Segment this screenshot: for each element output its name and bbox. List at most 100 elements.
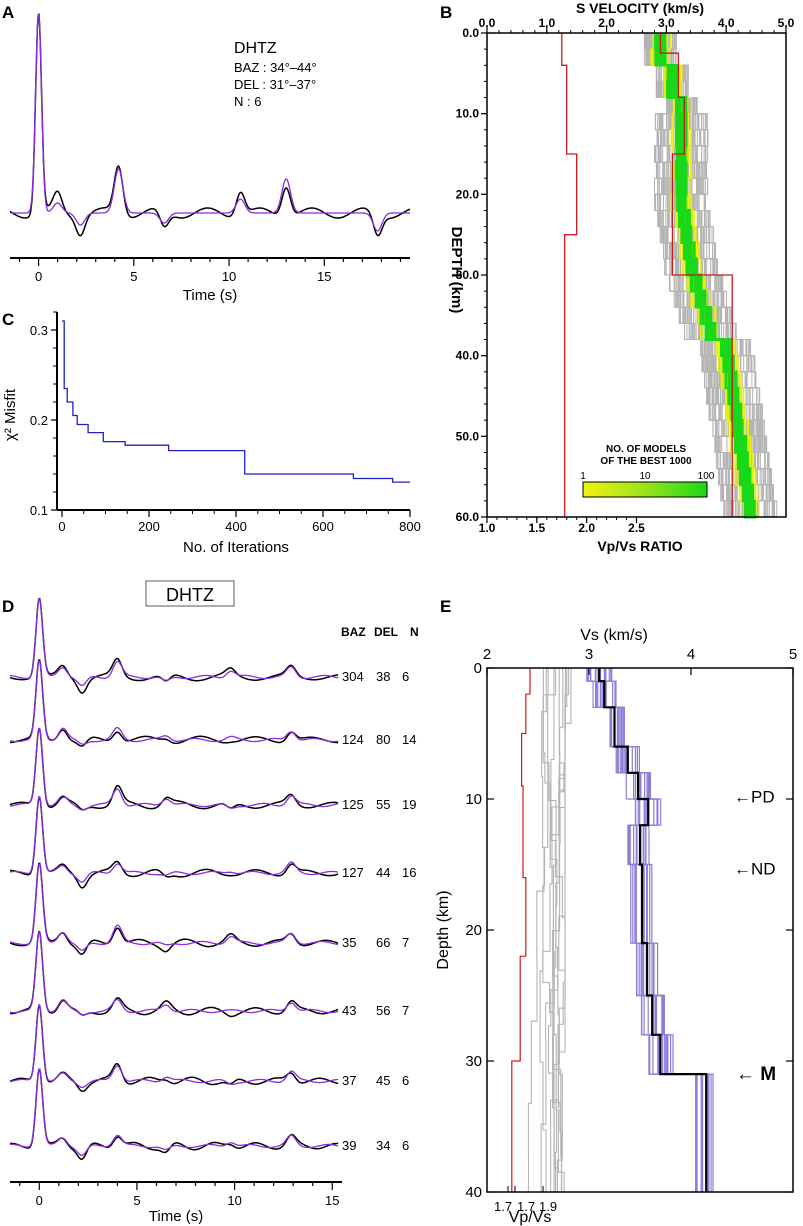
panel-e-top-title: Vs (km/s) — [580, 627, 648, 644]
panel-d-baz-value: 39 — [342, 1138, 356, 1153]
panel-b-bottom-tick-label: 1.5 — [528, 521, 545, 535]
panel-d-predicted-trace — [9, 1004, 339, 1089]
panel-c-x-tick-label: 600 — [312, 519, 334, 534]
panel-a-x-tick-label: 0 — [35, 269, 42, 284]
panel-b-top-tick-label: 1.0 — [538, 16, 555, 30]
panel-c-y-label: χ² Misfit — [2, 388, 19, 441]
panel-e-annotation: ←ND — [734, 859, 776, 878]
panel-b-y-tick-label: 30.0 — [456, 268, 480, 282]
panel-e-y-label: Depth (km) — [435, 890, 452, 969]
panel-d-baz-value: 35 — [342, 935, 356, 950]
panel-d-del-value: 38 — [376, 669, 390, 684]
panel-d-n-value: 6 — [402, 669, 409, 684]
panel-b-bottom-title: Vp/Vs RATIO — [597, 538, 682, 554]
panel-d-baz-value: 43 — [342, 1003, 356, 1018]
panel-d-x-tick-label: 0 — [36, 1193, 43, 1208]
panel-a-station: DHTZ — [234, 40, 277, 57]
colorbar-tick-10: 10 — [639, 471, 651, 482]
panel-d-observed-trace — [9, 597, 339, 694]
panel-e-annotation: ← M — [736, 1064, 776, 1085]
colorbar-title-1: NO. OF MODELS — [606, 444, 686, 455]
panel-d-predicted-trace — [9, 727, 339, 811]
panel-c-y-tick-label: 0.2 — [30, 413, 48, 428]
panel-d-x-label: Time (s) — [149, 1208, 203, 1225]
panel-a-baz: BAZ : 34°–44° — [234, 60, 317, 75]
panel-b-bottom-tick-label: 1.0 — [479, 521, 496, 535]
panel-a-area — [10, 10, 410, 255]
panel-a-x-tick-label: 5 — [130, 269, 137, 284]
panel-a-n: N : 6 — [234, 94, 261, 109]
panel-d-observed-trace — [10, 796, 339, 889]
panel-d-n-value: 7 — [402, 935, 409, 950]
panel-c-x-tick-label: 400 — [225, 519, 247, 534]
panel-a-x-tick-label: 15 — [317, 269, 331, 284]
panel-d-del-value: 45 — [376, 1073, 390, 1088]
panel-d-n-value: 7 — [402, 1003, 409, 1018]
panel-a-x-label: Time (s) — [183, 287, 237, 304]
panel-letter-b: B — [440, 3, 452, 22]
panel-d-del-value: 56 — [376, 1003, 390, 1018]
panel-d-predicted-trace — [9, 795, 339, 883]
panel-letter-a: A — [2, 3, 14, 22]
panel-a-del: DEL : 31°–37° — [234, 77, 316, 92]
panel-e-y-tick-label: 30 — [465, 1053, 482, 1070]
panel-e-mean-vs-line — [598, 668, 708, 1192]
panel-d-baz-value: 304 — [342, 669, 364, 684]
panel-b-best-vs-line — [659, 33, 733, 517]
panel-e-bottom-tick-label: 1.7 — [494, 1199, 512, 1214]
panel-e-vpvs-model — [551, 668, 572, 1192]
panel-e-top-tick-label: 4 — [687, 646, 695, 663]
panel-a: DHTZ BAZ : 34°–44° DEL : 31°–37° N : 6 0… — [9, 10, 411, 304]
panel-d-observed-trace — [9, 1005, 339, 1093]
panel-d-n-value: 14 — [402, 732, 416, 747]
panel-b-y-label: DEPTH (km) — [448, 227, 465, 314]
panel-d-n-value: 6 — [402, 1073, 409, 1088]
panel-e-y-tick-label: 20 — [465, 922, 482, 939]
panel-c-x-label: No. of Iterations — [183, 539, 289, 556]
panel-e-bottom-tick-label: 1.7 — [517, 1199, 535, 1214]
panel-b-top-tick-label: 4.0 — [718, 16, 735, 30]
panel-b-bottom-tick-label: 2.0 — [578, 521, 595, 535]
panel-e-bottom-title: Vp/Vs — [509, 1209, 552, 1226]
panel-e-vs-model — [587, 668, 709, 1192]
panel-d-header-del: DEL — [374, 625, 398, 639]
panel-d-baz-value: 125 — [342, 797, 364, 812]
panel-d-header-baz: BAZ — [341, 625, 366, 639]
panel-b: S VELOCITY (km/s) 0.0 1.0 2.0 3.0 4.0 5.0 0.0 1… — [448, 0, 795, 554]
panel-e-y-tick-label: 0 — [474, 660, 482, 677]
panel-e-bottom-tick-label: 1.9 — [539, 1199, 557, 1214]
panel-d-observed-trace — [9, 862, 339, 955]
panel-b-y-tick-label: 20.0 — [456, 187, 480, 201]
panel-c-x-tick-label: 800 — [399, 519, 421, 534]
panel-b-top-tick-label: 2.0 — [598, 16, 615, 30]
panel-b-top-tick-label: 3.0 — [658, 16, 675, 30]
panel-b-y-tick-label: 60.0 — [456, 510, 480, 524]
panel-e-vpvs-model — [539, 668, 547, 1193]
colorbar-tick-100: 100 — [698, 471, 715, 482]
panel-e-annotation: ←PD — [734, 787, 775, 806]
panel-d-n-value: 16 — [402, 865, 416, 880]
colorbar-tick-1: 1 — [580, 471, 586, 482]
panel-b-bottom-tick-label: 2.5 — [628, 521, 645, 535]
panel-e-top-tick-label: 2 — [483, 646, 491, 663]
panel-d-station-box — [145, 580, 235, 607]
panel-e-y-tick-label: 40 — [465, 1184, 482, 1201]
panel-d-del-value: 34 — [376, 1138, 390, 1153]
panel-e-vs-model — [589, 668, 702, 1192]
panel-b-top-tick-label: 5.0 — [778, 16, 795, 30]
panel-b-y-tick-label: 0.0 — [462, 26, 479, 40]
panel-e-vs-model — [586, 668, 712, 1192]
panel-d: DHTZ BAZ DEL N 304 38 6 124 80 14 125 55 19 127 44… — [9, 580, 419, 1225]
panel-b-y-tick-label: 50.0 — [456, 429, 480, 443]
panel-e-vpvs-model — [527, 668, 557, 1192]
panel-d-n-value: 6 — [402, 1138, 409, 1153]
panel-d-del-value: 66 — [376, 935, 390, 950]
panel-c: 0 200 400 600 800 0.1 0.2 0.3 No. of Iterations… — [2, 311, 421, 556]
panel-c-x-tick-label: 0 — [58, 519, 65, 534]
panel-b-top-tick-label: 0.0 — [479, 16, 496, 30]
panel-d-del-value: 55 — [376, 797, 390, 812]
panel-d-predicted-trace — [10, 1068, 339, 1156]
panel-d-predicted-trace — [9, 863, 339, 951]
panel-e: Vs (km/s) 2 3 4 5 0 10 20 30 40 1.7 1.7 1.9 Depth (… — [435, 627, 797, 1226]
